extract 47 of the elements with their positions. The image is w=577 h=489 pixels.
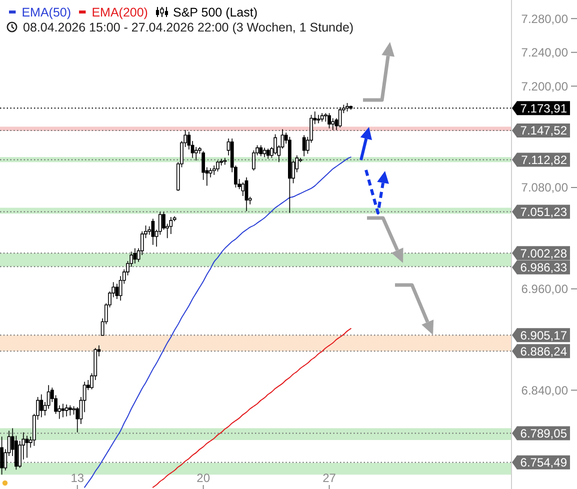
candlestick [328, 112, 331, 129]
legend-label: S&P 500 (Last) [172, 5, 258, 20]
candlestick [151, 218, 155, 246]
y-tick-label: 6.960,00 [521, 282, 568, 296]
candlestick [40, 394, 44, 418]
ref-line-label: 6.905,17 [520, 328, 568, 342]
candlestick [64, 404, 68, 417]
candlestick [259, 144, 263, 157]
candlestick [262, 147, 266, 158]
candlestick [266, 148, 270, 160]
candlestick [61, 403, 65, 418]
x-tick-label: 20 [196, 471, 210, 485]
legend-label: EMA(200) [92, 5, 148, 20]
candlestick [316, 114, 320, 124]
legend-label: EMA(50) [22, 5, 72, 20]
candlestick [0, 436, 4, 476]
ref-line-label: 6.886,24 [520, 344, 568, 358]
y-tick-label: 6.840,00 [521, 383, 568, 398]
candlestick [133, 248, 137, 264]
y-tick-label: 7.200,00 [521, 79, 568, 94]
candlestick [25, 435, 29, 458]
candlestick [320, 112, 324, 122]
ref-line-label: 7.002,28 [520, 246, 568, 260]
ref-line-label: 6.789,05 [520, 426, 568, 440]
text: 08.04.2026 15:00 - 27.04.2026 22:00 (3 Wochen, 1 Stunde) [23, 20, 354, 34]
ref-line-label: 7.173,91 [520, 101, 568, 116]
candlestick [68, 404, 72, 416]
line-series [152, 328, 352, 488]
x-tick-label: 13 [70, 471, 84, 485]
ref-line-label: 6.754,49 [520, 456, 568, 470]
y-tick-label: 7.280,00 [521, 12, 568, 26]
x-tick-label: 27 [322, 471, 336, 485]
candlestick [302, 134, 306, 157]
candlestick [244, 176, 248, 212]
line-series [84, 156, 352, 488]
y-tick-label: 7.080,00 [521, 180, 568, 195]
ref-line-label: 7.147,52 [520, 124, 568, 138]
candlestick [252, 150, 256, 171]
candlestick [346, 102, 349, 112]
candlestick [216, 160, 220, 172]
ref-line-label: 7.051,23 [520, 204, 568, 219]
ref-line-label: 6.986,33 [520, 260, 568, 275]
candlestick [288, 136, 292, 214]
ref-line-label: 7.112,82 [521, 152, 568, 167]
candlestick [169, 216, 173, 234]
y-tick-label: 7.240,00 [521, 46, 568, 60]
candlestick [223, 158, 227, 166]
